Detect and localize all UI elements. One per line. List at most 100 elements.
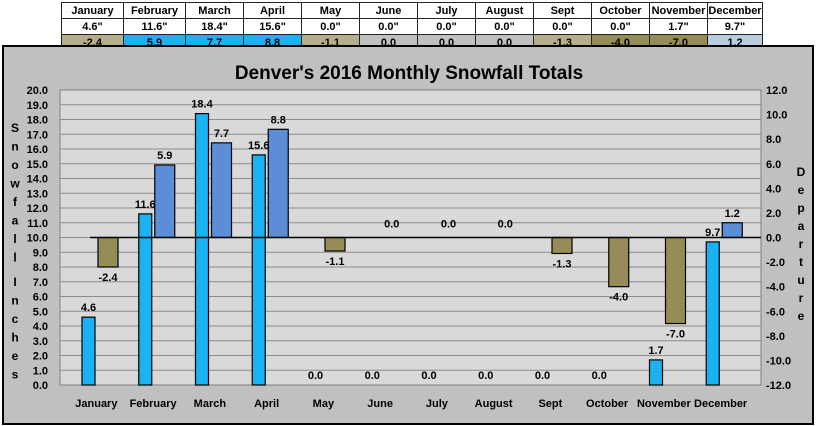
left-tick-label: 18.0: [27, 115, 48, 127]
departure-bar: [267, 128, 289, 239]
table-cell-month: July: [417, 2, 476, 19]
departure-bar: [210, 142, 233, 239]
departure-data-label: 8.8: [271, 114, 286, 126]
snowfall-data-label: 0.0: [365, 370, 380, 382]
table-cell-month: May: [301, 2, 360, 19]
snowfall-data-label: 0.0: [308, 370, 323, 382]
category-label: February: [130, 398, 178, 410]
right-tick-label: 2.0: [766, 208, 781, 220]
right-tick-label: -2.0: [766, 257, 785, 269]
category-label: March: [194, 398, 227, 410]
left-tick-label: 13.0: [27, 188, 48, 200]
table-cell-month: Sept: [533, 2, 592, 19]
departure-bar: [608, 236, 630, 288]
left-axis-ticks: 0.0 1.0 2.0 3.0 4.0 5.0 6.0 7.0 8.0 9.0 10.0 11.0 12…: [27, 85, 48, 392]
departure-bar: [154, 164, 176, 239]
category-label: December: [694, 398, 748, 410]
departure-bar: [664, 236, 687, 325]
right-tick-label: -6.0: [766, 306, 785, 318]
category-label: April: [254, 398, 279, 410]
chart-title: Denver's 2016 Monthly Snowfall Totals: [235, 63, 583, 84]
departure-data-label: -1.3: [553, 258, 572, 270]
left-tick-label: 3.0: [33, 336, 48, 348]
left-tick-label: 17.0: [27, 129, 48, 141]
table-cell-snowfall: 0.0": [591, 18, 650, 35]
right-tick-label: -4.0: [766, 282, 785, 294]
category-label: November: [637, 398, 692, 410]
table-cell-month: June: [359, 2, 418, 19]
table-cell-snowfall: 0.0": [533, 18, 592, 35]
snowfall-bar: [138, 213, 153, 386]
table-cell-month: February: [123, 2, 186, 19]
snowfall-bar: [251, 154, 266, 386]
category-label: July: [426, 398, 449, 410]
snowfall-data-label: 9.7: [705, 227, 720, 239]
category-label: January: [75, 398, 118, 410]
right-tick-label: 12.0: [766, 85, 787, 97]
snowfall-data-label: 0.0: [478, 370, 493, 382]
departure-data-label: -1.1: [326, 256, 345, 268]
departure-data-label: 1.2: [725, 208, 740, 220]
table-cell-snowfall: 4.6": [61, 18, 124, 35]
table-cell-snowfall: 18.4": [185, 18, 244, 35]
left-tick-label: 15.0: [27, 159, 48, 171]
left-tick-label: 2.0: [33, 351, 48, 363]
table-cell-month: April: [243, 2, 302, 19]
category-label: May: [313, 398, 335, 410]
left-tick-label: 11.0: [27, 218, 48, 230]
snowfall-data-label: 0.0: [421, 370, 436, 382]
right-tick-label: 10.0: [766, 110, 787, 122]
table-cell-month: November: [649, 2, 708, 19]
snowfall-bar: [81, 316, 96, 386]
left-tick-label: 10.0: [27, 233, 48, 245]
departure-data-label: 5.9: [157, 150, 172, 162]
left-tick-label: 0.0: [33, 380, 48, 392]
left-tick-label: 5.0: [33, 306, 48, 318]
left-tick-label: 8.0: [33, 262, 48, 274]
table-cell-snowfall: 1.7": [649, 18, 708, 35]
snowfall-data-label: 0.0: [592, 370, 607, 382]
left-tick-label: 9.0: [33, 247, 48, 259]
table-cell-snowfall: 15.6": [243, 18, 302, 35]
right-tick-label: 0.0: [766, 233, 781, 245]
table-cell-snowfall: 0.0": [301, 18, 360, 35]
right-axis-ticks: -12.0 -10.0 -8.0 -6.0 -4.0 -2.0 0.0 2.0 4.0 6.0 8.…: [766, 85, 791, 392]
left-tick-label: 20.0: [27, 85, 48, 97]
departure-data-label: 0.0: [498, 219, 513, 231]
table-cell-month: August: [475, 2, 534, 19]
category-label: August: [475, 398, 513, 410]
table-cell-month: January: [61, 2, 124, 19]
snowfall-data-label: 4.6: [81, 302, 96, 314]
snowfall-bar: [705, 241, 720, 386]
snowfall-bar: [648, 359, 664, 386]
table-row-months: January February March April May June July Augu…: [61, 2, 763, 19]
category-label: Sept: [538, 398, 562, 410]
departure-data-label: 7.7: [214, 128, 229, 140]
table-cell-snowfall: 0.0": [417, 18, 476, 35]
table-row-snowfall: 4.6" 11.6" 18.4" 15.6" 0.0" 0.0" 0.0" 0.0" 0.0" 0…: [61, 18, 763, 35]
snowfall-data-label: 18.4: [191, 99, 213, 111]
left-tick-label: 4.0: [33, 321, 48, 333]
table-cell-month: March: [185, 2, 244, 19]
departure-bar: [551, 236, 573, 255]
category-label: October: [586, 398, 629, 410]
snowfall-bar: [194, 112, 210, 386]
table-cell-month: December: [707, 2, 763, 19]
right-tick-label: 8.0: [766, 134, 781, 146]
left-tick-label: 6.0: [33, 292, 48, 304]
right-tick-label: -10.0: [766, 355, 791, 367]
snowfall-chart: 4.6-2.411.65.918.47.715.68.80.0-1.10.00.…: [2, 45, 814, 425]
snowfall-data-label: 1.7: [648, 345, 663, 357]
right-tick-label: -12.0: [766, 380, 791, 392]
right-tick-label: 4.0: [766, 183, 781, 195]
departure-bar: [97, 236, 119, 268]
departure-data-label: 0.0: [441, 219, 456, 231]
category-label: June: [367, 398, 393, 410]
right-tick-label: 6.0: [766, 159, 781, 171]
snowfall-data-label: 15.6: [248, 140, 269, 152]
table-cell-snowfall: 11.6": [123, 18, 186, 35]
